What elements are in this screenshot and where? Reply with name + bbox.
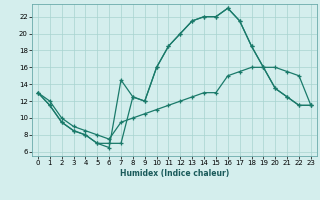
X-axis label: Humidex (Indice chaleur): Humidex (Indice chaleur) — [120, 169, 229, 178]
